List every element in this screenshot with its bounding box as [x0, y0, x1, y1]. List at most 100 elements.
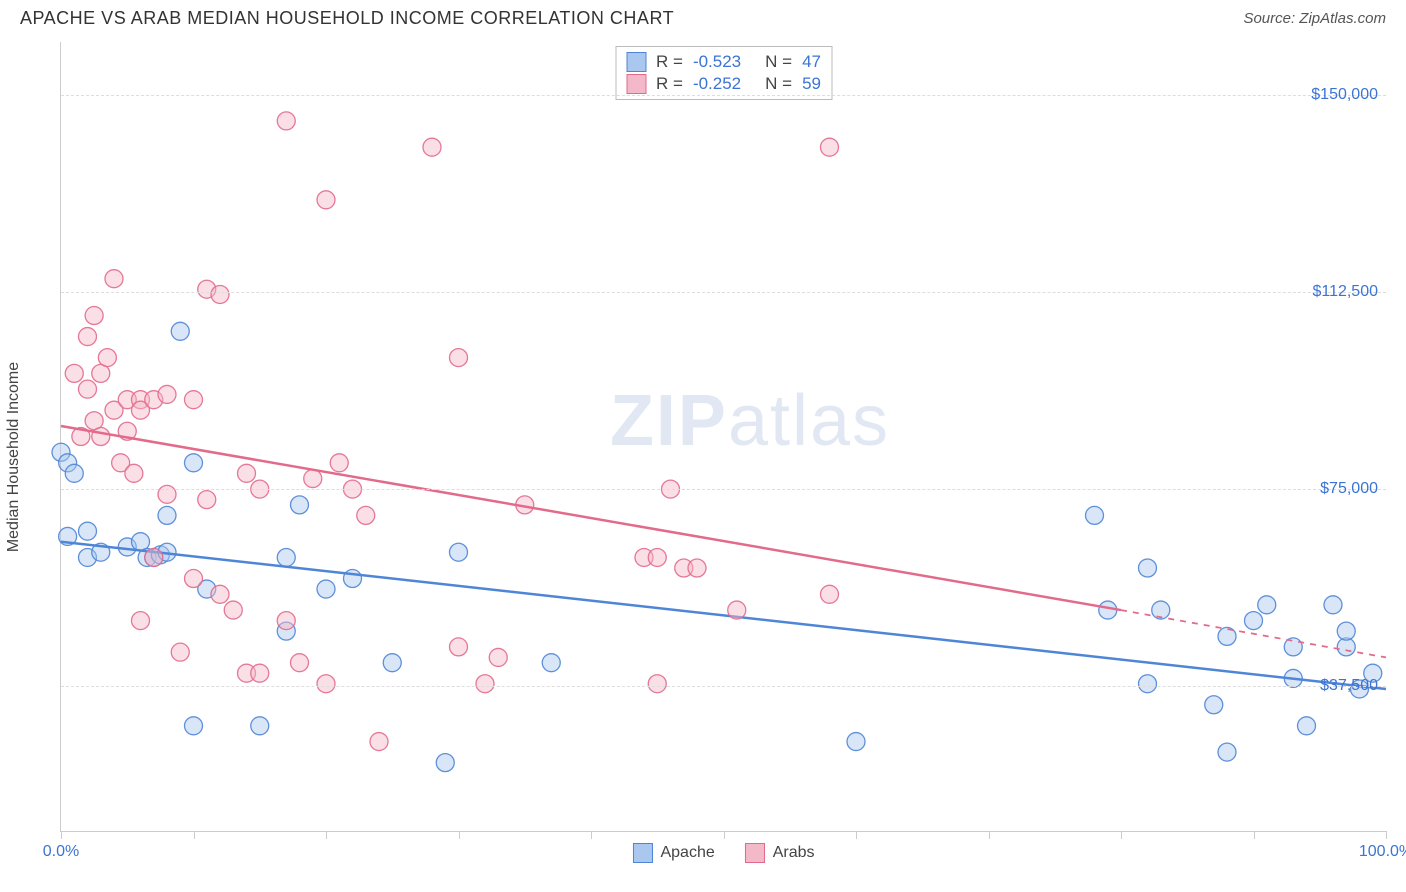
scatter-point [1218, 627, 1236, 645]
scatter-point [251, 664, 269, 682]
scatter-point [105, 270, 123, 288]
scatter-point [198, 491, 216, 509]
scatter-point [158, 385, 176, 403]
y-tick-label: $37,500 [1320, 677, 1378, 695]
scatter-point [688, 559, 706, 577]
scatter-point [79, 522, 97, 540]
x-tick [591, 831, 592, 839]
scatter-point [450, 543, 468, 561]
scatter-point [1086, 506, 1104, 524]
scatter-point [1245, 612, 1263, 630]
scatter-point [224, 601, 242, 619]
scatter-point [450, 349, 468, 367]
x-tick-label: 100.0% [1359, 843, 1406, 861]
x-tick-label: 0.0% [43, 843, 79, 861]
x-tick [989, 831, 990, 839]
chart-title: APACHE VS ARAB MEDIAN HOUSEHOLD INCOME C… [20, 8, 674, 29]
x-tick [194, 831, 195, 839]
scatter-point [542, 654, 560, 672]
scatter-point [648, 675, 666, 693]
scatter-point [65, 364, 83, 382]
scatter-point [1324, 596, 1342, 614]
scatter-point [1139, 675, 1157, 693]
scatter-point [317, 191, 335, 209]
scatter-point [1205, 696, 1223, 714]
scatter-point [436, 754, 454, 772]
scatter-point [92, 428, 110, 446]
scatter-point [158, 506, 176, 524]
scatter-point [251, 717, 269, 735]
x-tick [459, 831, 460, 839]
regression-line [61, 426, 1121, 610]
gridline [61, 292, 1386, 293]
scatter-point [65, 464, 83, 482]
scatter-point [132, 612, 150, 630]
gridline [61, 95, 1386, 96]
scatter-point [291, 654, 309, 672]
scatter-point [85, 307, 103, 325]
x-tick [724, 831, 725, 839]
scatter-point [79, 328, 97, 346]
legend-label: Arabs [773, 844, 815, 862]
scatter-point [185, 391, 203, 409]
scatter-point [821, 138, 839, 156]
scatter-point [383, 654, 401, 672]
scatter-point [370, 733, 388, 751]
scatter-point [291, 496, 309, 514]
scatter-point [238, 464, 256, 482]
gridline [61, 686, 1386, 687]
gridline [61, 489, 1386, 490]
scatter-point [158, 485, 176, 503]
x-tick [1254, 831, 1255, 839]
x-tick [1386, 831, 1387, 839]
scatter-point [1139, 559, 1157, 577]
x-tick [326, 831, 327, 839]
scatter-point [185, 454, 203, 472]
scatter-point [145, 548, 163, 566]
scatter-point [277, 548, 295, 566]
scatter-point [1298, 717, 1316, 735]
scatter-point [357, 506, 375, 524]
scatter-point [211, 585, 229, 603]
y-tick-label: $112,500 [1312, 283, 1378, 301]
legend-swatch [632, 843, 652, 863]
legend-swatch [745, 843, 765, 863]
scatter-point [79, 380, 97, 398]
x-tick [1121, 831, 1122, 839]
scatter-point [171, 643, 189, 661]
scatter-point [648, 548, 666, 566]
scatter-point [1258, 596, 1276, 614]
chart-source: Source: ZipAtlas.com [1243, 10, 1386, 27]
scatter-point [423, 138, 441, 156]
scatter-point [450, 638, 468, 656]
scatter-point [211, 285, 229, 303]
legend: Apache Arabs [632, 843, 814, 863]
plot-svg [61, 42, 1386, 831]
scatter-point [489, 648, 507, 666]
y-axis-label: Median Household Income [5, 362, 23, 552]
scatter-point [304, 470, 322, 488]
x-tick [856, 831, 857, 839]
scatter-point [317, 675, 335, 693]
scatter-point [1218, 743, 1236, 761]
scatter-point [1337, 622, 1355, 640]
chart-container: Median Household Income ZIPatlas R = -0.… [20, 42, 1386, 872]
scatter-point [277, 112, 295, 130]
legend-item: Apache [632, 843, 714, 863]
scatter-point [821, 585, 839, 603]
scatter-point [171, 322, 189, 340]
scatter-point [98, 349, 116, 367]
y-tick-label: $75,000 [1320, 480, 1378, 498]
legend-label: Apache [660, 844, 714, 862]
scatter-point [728, 601, 746, 619]
legend-item: Arabs [745, 843, 815, 863]
scatter-point [476, 675, 494, 693]
x-tick [61, 831, 62, 839]
y-tick-label: $150,000 [1311, 86, 1378, 104]
scatter-point [185, 570, 203, 588]
plot-area: ZIPatlas R = -0.523N = 47R = -0.252N = 5… [60, 42, 1386, 832]
scatter-point [330, 454, 348, 472]
scatter-point [185, 717, 203, 735]
scatter-point [847, 733, 865, 751]
scatter-point [277, 612, 295, 630]
